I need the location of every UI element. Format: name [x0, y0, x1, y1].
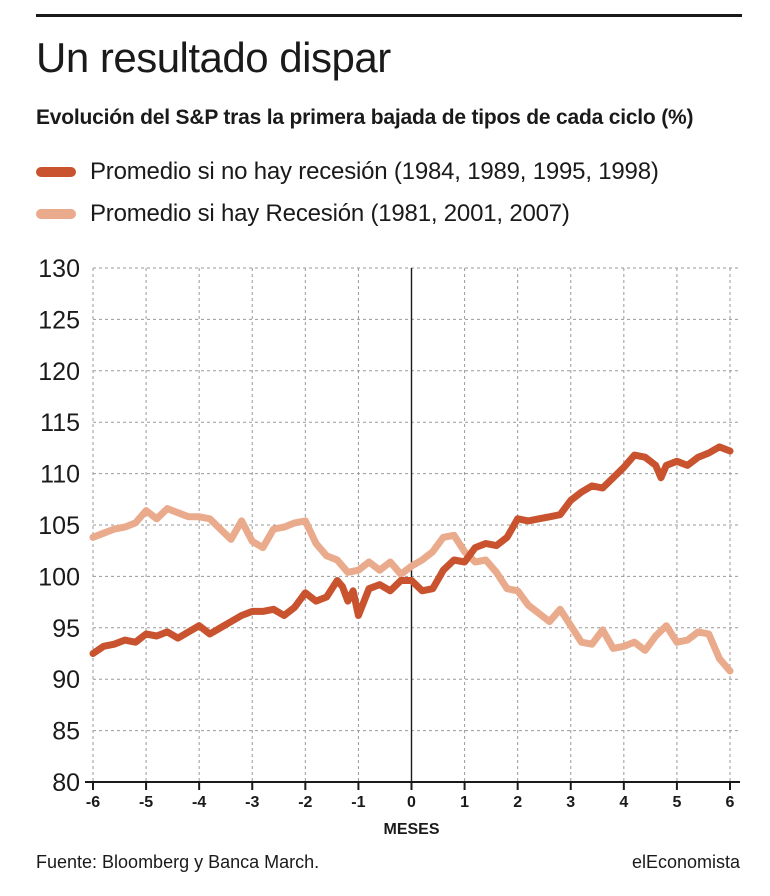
y-tick-label: 95	[52, 615, 80, 643]
x-tick-label: 6	[726, 794, 735, 811]
legend-label-no-recession: Promedio si no hay recesión (1984, 1989,…	[90, 158, 659, 185]
y-tick-label: 105	[38, 512, 80, 540]
brand-logo-text: elEconomista	[631, 852, 740, 872]
legend-label-recession: Promedio si hay Recesión (1981, 2001, 20…	[90, 200, 570, 227]
x-tick-label: 1	[460, 794, 469, 811]
legend-item-no-recession: Promedio si no hay recesión (1984, 1989,…	[36, 157, 659, 187]
page-title: Un resultado dispar	[36, 34, 391, 81]
y-tick-label: 130	[38, 255, 80, 283]
chart-subtitle: Evolución del S&P tras la primera bajada…	[36, 106, 694, 129]
y-tick-label: 90	[52, 666, 80, 694]
x-tick-label: -1	[351, 794, 365, 811]
y-tick-label: 115	[40, 409, 80, 437]
x-tick-label: -6	[86, 794, 100, 811]
x-tick-label: 2	[513, 794, 522, 811]
x-tick-label: -4	[192, 794, 206, 811]
x-tick-label: -5	[139, 794, 153, 811]
y-tick-label: 80	[52, 769, 80, 797]
series-line-no-recession	[89, 443, 734, 657]
x-tick-label: 3	[566, 794, 575, 811]
y-tick-label: 110	[40, 461, 80, 489]
y-tick-label: 100	[38, 563, 80, 591]
legend-swatch-recession	[36, 209, 76, 219]
y-tick-label: 125	[38, 306, 80, 334]
y-tick-label: 120	[38, 358, 80, 386]
source-note: Fuente: Bloomberg y Banca March.	[36, 852, 320, 872]
x-tick-label: -2	[298, 794, 312, 811]
x-axis-label: MESES	[383, 821, 439, 838]
legend-item-recession: Promedio si hay Recesión (1981, 2001, 20…	[36, 199, 570, 229]
x-tick-label: 5	[672, 794, 681, 811]
legend-swatch-no-recession	[36, 167, 76, 177]
x-tick-label: 0	[407, 794, 416, 811]
x-tick-label: -3	[245, 794, 259, 811]
top-rule	[36, 14, 742, 17]
x-tick-label: 4	[619, 794, 628, 811]
series-line-recession	[89, 505, 734, 675]
y-tick-label: 85	[52, 718, 80, 746]
